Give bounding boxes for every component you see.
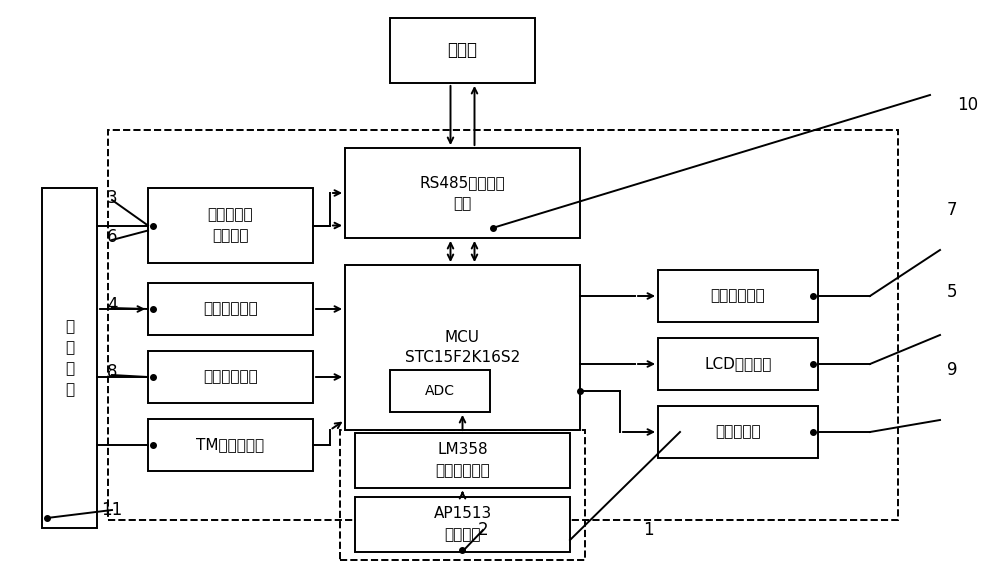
Text: 充电及状态
监测电路: 充电及状态 监测电路	[208, 207, 253, 243]
Text: 电
源
模
块: 电 源 模 块	[65, 319, 74, 397]
Bar	[658, 338, 818, 390]
Text: 磁码锁电路: 磁码锁电路	[715, 424, 761, 439]
Text: 11: 11	[101, 501, 123, 519]
Bar	[148, 419, 313, 471]
Text: 9: 9	[947, 361, 957, 379]
Text: TM卡读卡电路: TM卡读卡电路	[196, 437, 265, 452]
Bar	[390, 370, 490, 412]
Bar	[658, 270, 818, 322]
Bar	[355, 433, 570, 488]
Bar	[148, 351, 313, 403]
Text: 10: 10	[957, 96, 979, 114]
Text: MCU
STC15F2K16S2: MCU STC15F2K16S2	[405, 329, 520, 365]
Text: 2: 2	[478, 521, 488, 539]
Text: 6: 6	[107, 228, 117, 246]
Text: LM358
电流取样放大: LM358 电流取样放大	[435, 442, 490, 478]
Text: 上位机: 上位机	[448, 42, 478, 60]
Bar	[42, 188, 97, 528]
Text: 字库读取电路: 字库读取电路	[203, 301, 258, 316]
Bar	[345, 265, 580, 430]
Text: 语音播报电路: 语音播报电路	[711, 288, 765, 303]
Bar	[340, 430, 585, 560]
Text: 3: 3	[107, 189, 117, 207]
Text: 7: 7	[947, 201, 957, 219]
Bar	[390, 18, 535, 83]
Text: ADC: ADC	[425, 384, 455, 398]
Text: 光电检测电路: 光电检测电路	[203, 369, 258, 384]
Text: RS485通信接口
电路: RS485通信接口 电路	[420, 175, 505, 211]
Bar	[355, 497, 570, 552]
Text: 5: 5	[947, 283, 957, 301]
Bar	[148, 188, 313, 263]
Bar	[658, 406, 818, 458]
Text: 8: 8	[107, 363, 117, 381]
Text: 4: 4	[107, 296, 117, 314]
Bar	[148, 283, 313, 335]
Text: LCD显示电路: LCD显示电路	[704, 356, 772, 371]
Bar	[108, 130, 898, 520]
Text: AP1513
矿灯充电: AP1513 矿灯充电	[433, 506, 492, 542]
Text: 1: 1	[643, 521, 653, 539]
Bar	[345, 148, 580, 238]
